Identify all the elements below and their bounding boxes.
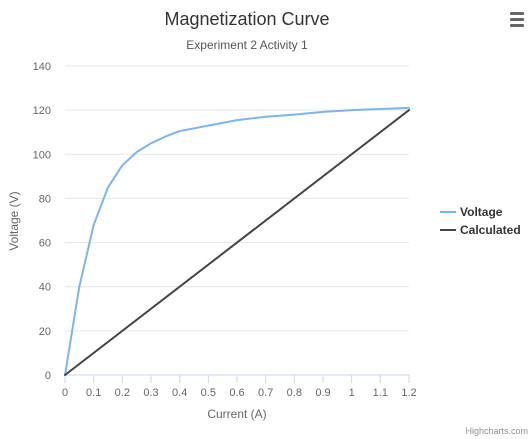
- x-tick-label: 0.4: [172, 387, 187, 399]
- x-axis-title: Current (A): [207, 407, 266, 421]
- legend-item-calculated[interactable]: Calculated: [440, 223, 521, 237]
- series-line-calculated[interactable]: [64, 109, 410, 376]
- legend-label: Voltage: [460, 205, 503, 219]
- x-tick-label: 0.3: [143, 387, 158, 399]
- y-axis-ticks: 0 20 40 60 80 100 120 140: [33, 61, 51, 382]
- x-tick-label: 0.9: [315, 387, 330, 399]
- x-tick-label: 1.2: [401, 387, 416, 399]
- x-tick-label: 0.7: [258, 387, 273, 399]
- legend-item-voltage[interactable]: Voltage: [440, 205, 503, 219]
- x-tick-label: 0.2: [115, 387, 130, 399]
- x-tick-label: 0.6: [229, 387, 244, 399]
- y-tick-label: 100: [33, 149, 51, 161]
- y-tick-label: 80: [39, 193, 51, 205]
- x-tick-label: 1.1: [373, 387, 388, 399]
- y-tick-label: 0: [45, 370, 51, 382]
- y-tick-label: 40: [39, 282, 51, 294]
- x-tick-label: 0.8: [287, 387, 302, 399]
- x-tick-label: 0: [62, 387, 68, 399]
- hamburger-menu-icon[interactable]: [505, 8, 527, 30]
- x-tick-label: 0.1: [86, 387, 101, 399]
- chart-subtitle: Experiment 2 Activity 1: [186, 38, 308, 52]
- y-tick-label: 20: [39, 326, 51, 338]
- series-line-voltage[interactable]: [64, 106, 410, 376]
- x-axis-ticks: 0 0.1 0.2 0.3 0.4 0.5 0.6 0.7 0.8 0.9 1 1.1 1.2: [62, 374, 417, 399]
- x-tick-label: 0.5: [201, 387, 216, 399]
- legend: Voltage Calculated: [440, 205, 521, 237]
- y-axis-title: Voltage (V): [7, 191, 21, 250]
- x-tick-label: 1: [349, 387, 355, 399]
- y-tick-label: 140: [33, 61, 51, 73]
- y-tick-label: 120: [33, 105, 51, 117]
- grid-lines: [65, 65, 409, 376]
- y-tick-label: 60: [39, 238, 51, 250]
- legend-label: Calculated: [460, 223, 521, 237]
- chart-title: Magnetization Curve: [164, 9, 329, 29]
- series-lines: [64, 106, 410, 376]
- credits-link[interactable]: Highcharts.com: [465, 426, 528, 436]
